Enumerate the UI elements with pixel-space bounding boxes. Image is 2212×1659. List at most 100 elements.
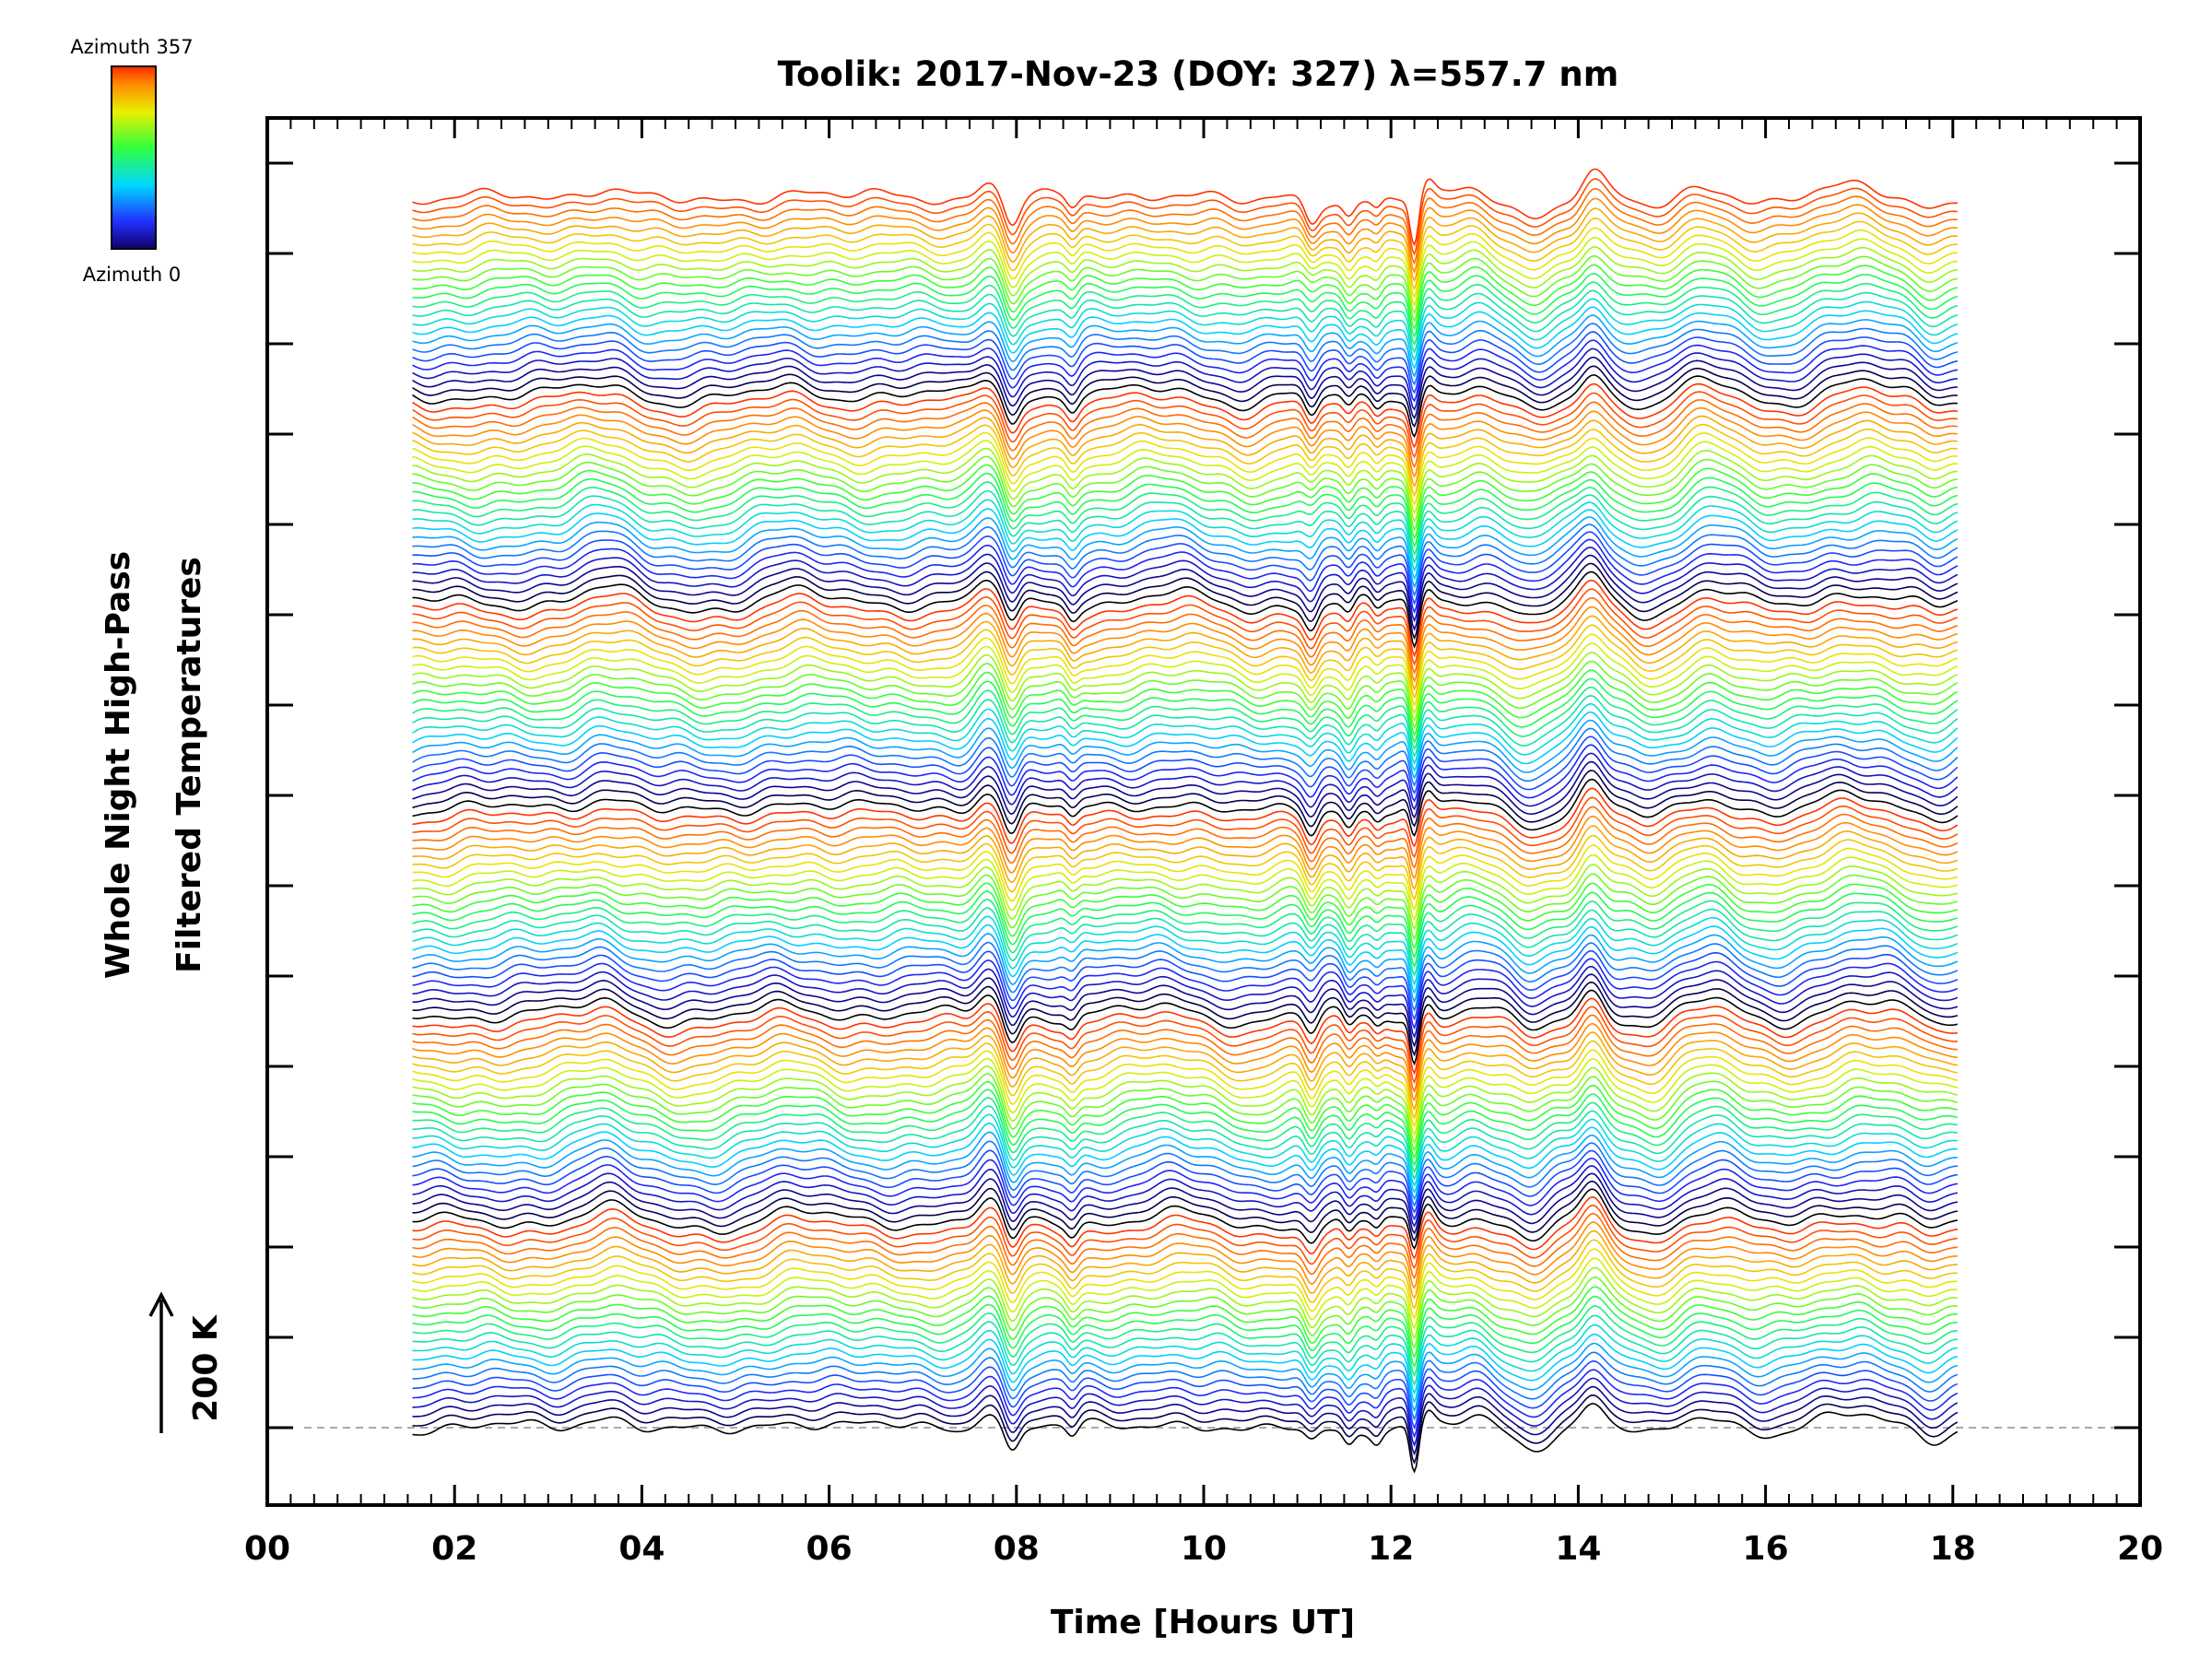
x-tick-label: 08: [994, 1530, 1040, 1568]
temperature-trace: [412, 1180, 1959, 1242]
temperature-trace: [412, 907, 1959, 977]
temperature-trace: [412, 1359, 1959, 1430]
temperature-trace: [412, 719, 1959, 780]
x-tick-label: 12: [1368, 1530, 1414, 1568]
temperature-trace: [412, 1277, 1958, 1349]
temperature-trace: [412, 264, 1959, 331]
temperature-trace: [412, 1342, 1959, 1413]
temperature-trace: [412, 499, 1959, 572]
temperature-trace: [412, 615, 1959, 691]
temperature-trace: [412, 694, 1959, 758]
temperature-trace: [412, 531, 1959, 606]
temperature-trace: [412, 652, 1959, 723]
temperature-trace: [412, 1314, 1958, 1386]
x-tick-label: 02: [431, 1530, 477, 1568]
temperature-trace: [412, 254, 1959, 324]
temperature-trace: [412, 306, 1959, 370]
chart-title: Toolik: 2017-Nov-23 (DOY: 327) λ=557.7 n…: [778, 54, 1619, 94]
temperature-trace: [412, 1157, 1959, 1221]
temperature-trace: [412, 1239, 1958, 1310]
temperature-trace: [412, 815, 1959, 880]
temperature-trace: [412, 323, 1959, 386]
temperature-trace: [412, 1073, 1959, 1152]
x-axis-tick-labels: 00 02 04 06 08 10 12 14 16 18 20: [244, 1530, 2163, 1568]
temperature-trace: [412, 516, 1959, 589]
temperature-trace: [412, 770, 1959, 828]
temperature-trace: [412, 899, 1959, 969]
x-tick-label: 16: [1743, 1530, 1789, 1568]
temperature-trace: [412, 596, 1959, 675]
temperature-trace: [412, 677, 1959, 744]
scale-bar-label: 200 K: [187, 1314, 225, 1422]
temperature-trace: [412, 1230, 1958, 1300]
temperature-trace: [412, 464, 1959, 540]
x-tick-label: 14: [1555, 1530, 1601, 1568]
temperature-trace: [412, 744, 1959, 803]
temperature-trace: [412, 1080, 1959, 1159]
temperature-trace: [412, 347, 1958, 411]
temperature-trace: [412, 727, 1959, 787]
temperature-trace: [412, 538, 1959, 614]
temperature-trace: [412, 588, 1959, 666]
temperature-trace: [412, 1351, 1959, 1421]
temperature-trace: [412, 864, 1959, 931]
temperature-trace: [412, 508, 1959, 581]
temperature-trace: [412, 331, 1959, 394]
temperature-trace: [412, 399, 1959, 469]
temperature-trace: [412, 289, 1959, 354]
y-axis-ticks: [267, 161, 2140, 1430]
temperature-trace: [412, 1022, 1958, 1102]
temperature-trace: [412, 382, 1959, 449]
temperature-trace: [412, 873, 1959, 941]
temperature-trace: [412, 1403, 1959, 1474]
temperature-trace: [412, 1122, 1958, 1194]
temperature-trace: [412, 554, 1959, 631]
temperature-trace: [412, 273, 1959, 338]
temperature-trace: [412, 481, 1959, 557]
temperature-trace: [412, 989, 1959, 1066]
azimuth-colorbar: [111, 65, 157, 250]
temperature-trace: [412, 1394, 1959, 1465]
plot-frame: [265, 116, 2142, 1507]
colorbar-top-label: Azimuth 357: [70, 36, 193, 58]
temperature-trace: [412, 796, 1959, 859]
temperature-trace: [412, 825, 1959, 890]
temperature-trace: [412, 778, 1959, 838]
temperature-trace: [412, 1377, 1959, 1447]
temperature-trace: [412, 624, 1959, 700]
temperature-trace: [412, 1204, 1959, 1270]
temperature-trace: [412, 1333, 1959, 1405]
temperature-trace: [412, 227, 1958, 300]
temperature-trace: [412, 236, 1958, 308]
temperature-trace: [412, 1213, 1958, 1280]
temperature-trace: [412, 606, 1959, 684]
temperature-trace: [412, 1172, 1959, 1235]
temperature-trace: [412, 1324, 1959, 1395]
temperature-traces: [412, 168, 1959, 1474]
temperature-trace: [412, 787, 1959, 848]
temperature-trace: [412, 415, 1959, 488]
temperature-trace: [412, 365, 1958, 429]
temperature-trace: [412, 197, 1958, 274]
temperature-trace: [412, 1196, 1959, 1260]
temperature-trace: [412, 1097, 1959, 1174]
temperature-trace: [412, 391, 1959, 459]
temperature-trace: [412, 440, 1958, 515]
temperature-trace: [412, 844, 1959, 912]
temperature-trace: [412, 168, 1958, 247]
temperature-trace: [412, 1286, 1958, 1359]
x-axis-label: Time [Hours UT]: [1051, 1604, 1355, 1641]
temperature-trace: [412, 374, 1958, 439]
temperature-trace: [412, 423, 1959, 498]
temperature-trace: [412, 1221, 1958, 1289]
x-tick-label: 10: [1181, 1530, 1227, 1568]
temperature-trace: [412, 915, 1959, 986]
temperature-trace: [412, 752, 1959, 811]
temperature-trace: [412, 207, 1958, 283]
temperature-trace: [412, 1049, 1959, 1128]
scale-bar-arrow-icon: [148, 1291, 174, 1433]
temperature-trace: [412, 298, 1959, 362]
temperature-trace: [412, 853, 1959, 922]
temperature-trace: [412, 447, 1958, 524]
